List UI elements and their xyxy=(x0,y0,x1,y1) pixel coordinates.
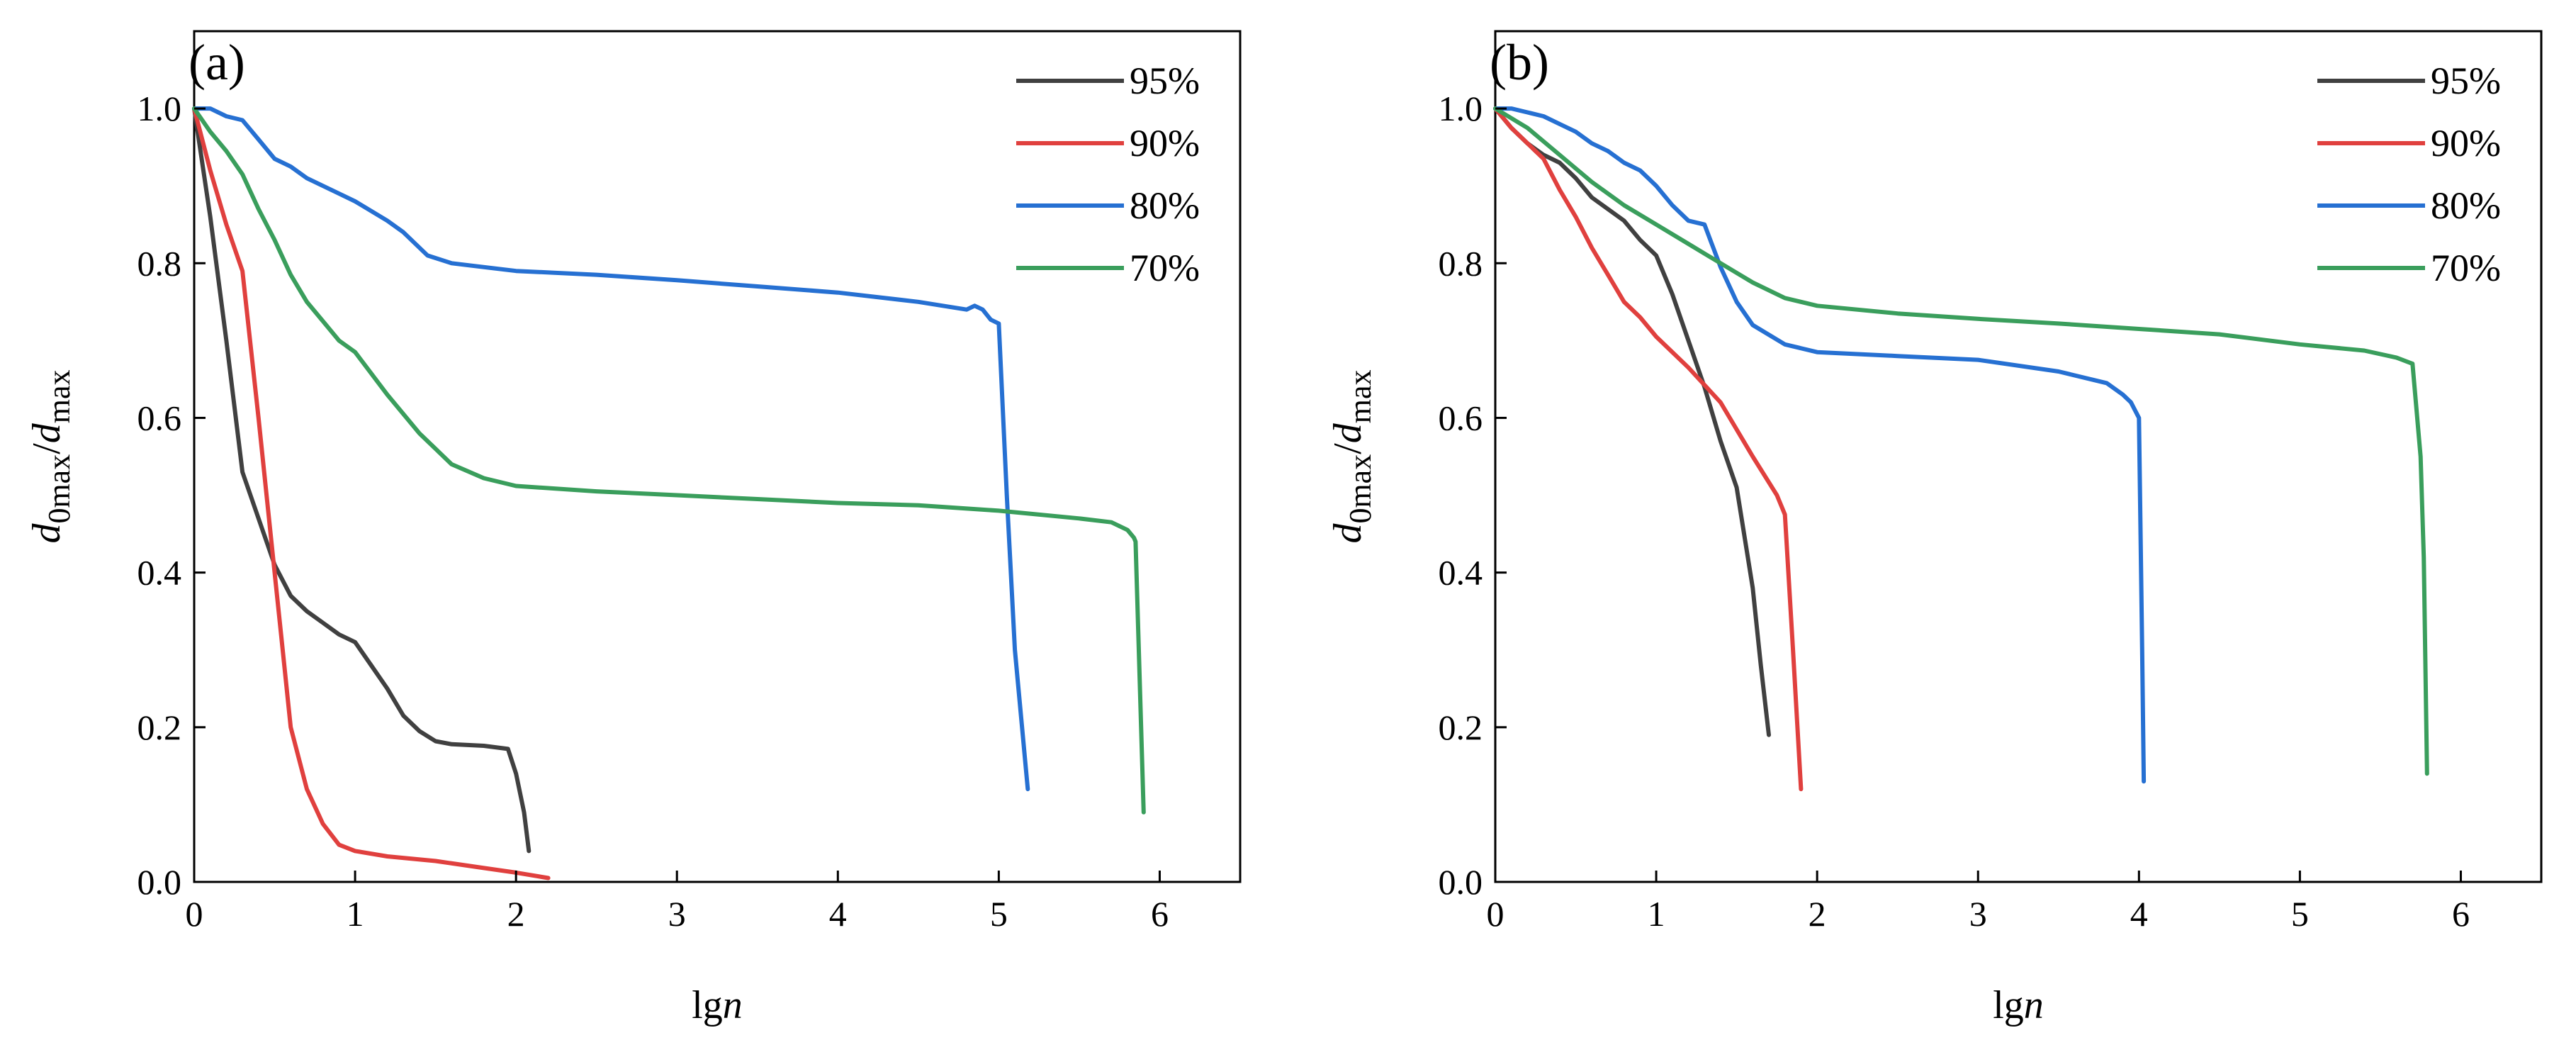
x-tick-label: 2 xyxy=(507,894,525,934)
series-lines xyxy=(192,106,1146,880)
y-tick-label: 1.0 xyxy=(137,89,182,128)
legend-label: 95% xyxy=(1130,60,1200,102)
legend-label: 70% xyxy=(2431,247,2501,289)
legend: 95% 90% 80% 70% xyxy=(1016,60,1200,289)
x-tick-label: 4 xyxy=(2130,894,2148,934)
y-tick-label: 0.6 xyxy=(1439,398,1483,437)
y-tick-label: 0.8 xyxy=(1439,243,1483,283)
legend-label: 80% xyxy=(2431,184,2501,227)
x-tick-label: 6 xyxy=(2452,894,2470,934)
y-tick-label: 0.2 xyxy=(1439,708,1483,747)
series-line-80pct xyxy=(192,106,1030,792)
series-line-90pct xyxy=(1493,106,1804,792)
series-line-95pct xyxy=(192,106,531,854)
chart-panel-b: 0 1 2 3 4 5 6 0.0 0.2 0.4 0.6 0.8 1.0 (b) 95% 90% 80%… xyxy=(1326,30,2543,1027)
y-axis-title: d0max/dmax xyxy=(1326,369,1378,543)
series-lines xyxy=(1493,106,2429,792)
legend-label: 90% xyxy=(1130,122,1200,164)
plot-frame xyxy=(193,30,1242,883)
y-axis-ticks: 0.0 0.2 0.4 0.6 0.8 1.0 xyxy=(137,89,206,902)
x-tick-label: 3 xyxy=(668,894,686,934)
x-tick-label: 6 xyxy=(1151,894,1169,934)
y-tick-label: 0.0 xyxy=(137,862,182,902)
series-line-95pct xyxy=(1493,106,1771,737)
x-tick-label: 0 xyxy=(186,894,203,934)
x-tick-label: 4 xyxy=(829,894,847,934)
legend-label: 90% xyxy=(2431,122,2501,164)
y-axis-title: d0max/dmax xyxy=(25,369,77,543)
y-tick-label: 0.0 xyxy=(1439,862,1483,902)
series-line-90pct xyxy=(192,106,551,880)
x-tick-label: 2 xyxy=(1809,894,1826,934)
y-tick-label: 0.2 xyxy=(137,708,182,747)
y-tick-label: 0.6 xyxy=(137,398,182,437)
y-tick-label: 1.0 xyxy=(1439,89,1483,128)
series-line-70pct xyxy=(192,106,1146,815)
series-line-80pct xyxy=(1493,106,2147,784)
panel-label: (b) xyxy=(1490,34,1549,91)
x-tick-label: 0 xyxy=(1487,894,1504,934)
x-axis-ticks: 0 1 2 3 4 5 6 xyxy=(186,871,1169,934)
y-tick-label: 0.8 xyxy=(137,243,182,283)
x-axis-title: lgn xyxy=(692,983,743,1027)
series-line-70pct xyxy=(1493,106,2429,776)
x-tick-label: 5 xyxy=(990,894,1008,934)
panel-label: (a) xyxy=(189,34,245,91)
y-tick-label: 0.4 xyxy=(137,553,182,593)
y-tick-label: 0.4 xyxy=(1439,553,1483,593)
legend: 95% 90% 80% 70% xyxy=(2317,60,2501,289)
x-tick-label: 1 xyxy=(347,894,364,934)
plot-frame xyxy=(1494,30,2543,883)
x-axis-title: lgn xyxy=(1993,983,2044,1027)
chart-panel-a: 0 1 2 3 4 5 6 0.0 0.2 0.4 0.6 0.8 1.0 (a) 95% 90% 80%… xyxy=(25,30,1242,1027)
legend-label: 95% xyxy=(2431,60,2501,102)
x-tick-label: 1 xyxy=(1648,894,1665,934)
legend-label: 70% xyxy=(1130,247,1200,289)
x-tick-label: 3 xyxy=(1969,894,1987,934)
x-tick-label: 5 xyxy=(2291,894,2309,934)
x-axis-ticks: 0 1 2 3 4 5 6 xyxy=(1487,871,2470,934)
legend-label: 80% xyxy=(1130,184,1200,227)
y-axis-ticks: 0.0 0.2 0.4 0.6 0.8 1.0 xyxy=(1439,89,1507,902)
